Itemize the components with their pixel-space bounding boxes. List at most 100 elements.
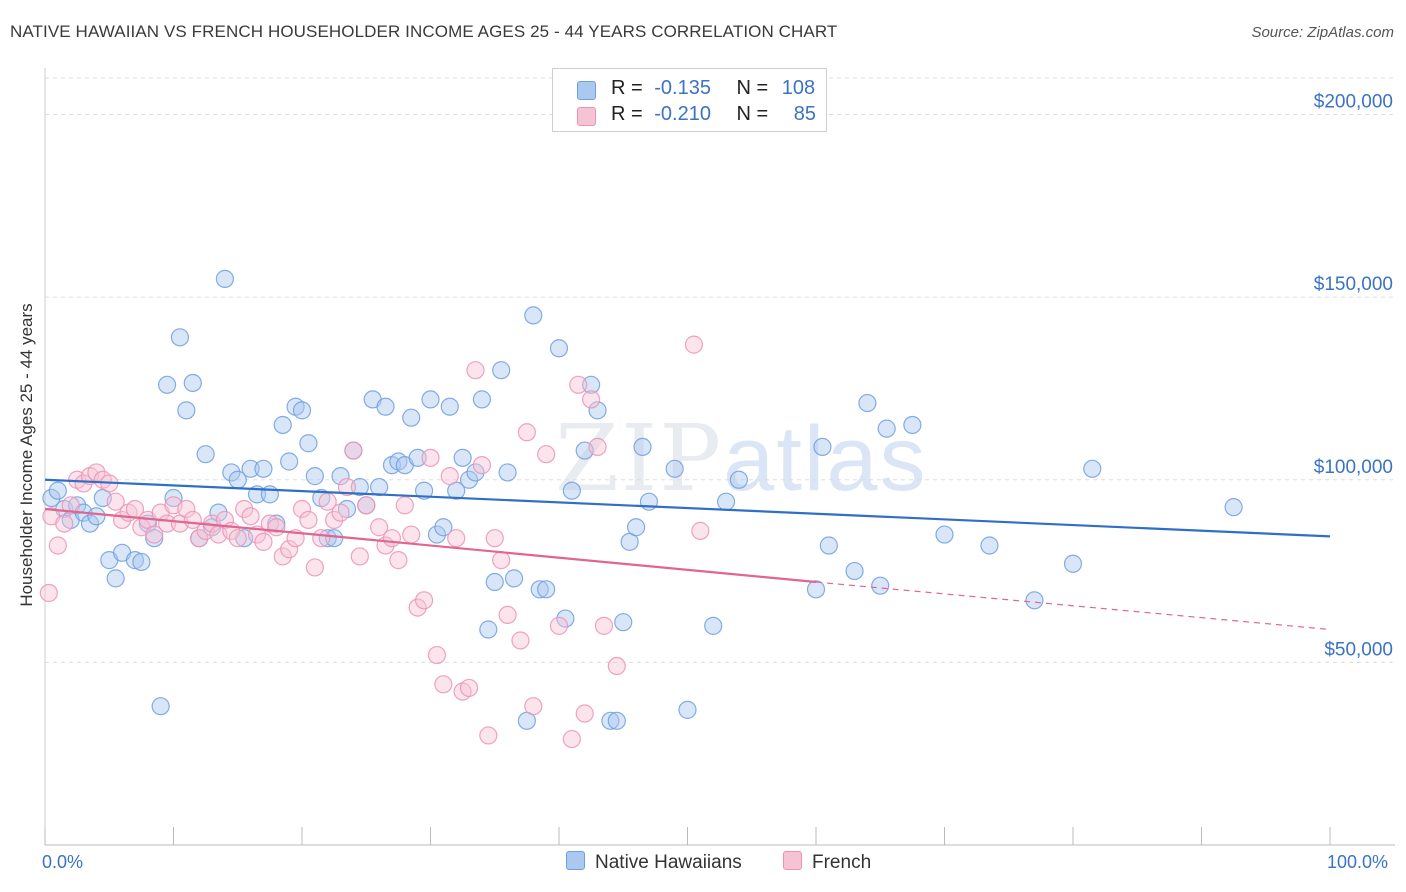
native-hawaiians-point xyxy=(530,580,549,599)
french-point xyxy=(479,726,498,745)
french-point xyxy=(190,529,209,548)
native-hawaiians-point xyxy=(871,576,890,595)
french-point xyxy=(447,529,466,548)
french-point xyxy=(241,507,260,526)
french-point xyxy=(517,423,536,442)
french-point xyxy=(106,492,125,511)
native-hawaiians-point xyxy=(678,700,697,719)
native-hawaiians-point xyxy=(440,397,459,416)
native-hawaiians-point xyxy=(87,507,106,526)
native-hawaiians-point xyxy=(292,401,312,420)
french-point xyxy=(337,477,357,497)
native-hawaiians-point xyxy=(280,452,299,471)
native-hawaiians-point xyxy=(1025,591,1044,610)
french-point xyxy=(569,375,588,394)
native-hawaiians-point xyxy=(1083,459,1102,478)
french-point xyxy=(562,729,581,749)
native-hawaiians-point xyxy=(729,470,749,489)
french-point xyxy=(267,518,286,537)
french-point xyxy=(459,678,479,698)
native-hawaiians-point xyxy=(935,525,954,544)
native-hawaiians-point xyxy=(704,616,723,635)
legend-n-value: 108 xyxy=(781,77,816,99)
native-hawaiians-point xyxy=(376,397,395,416)
x-tick-min: 0.0% xyxy=(42,852,84,872)
french-point xyxy=(331,503,350,522)
native-hawaiians-point xyxy=(241,459,260,478)
y-tick-label: $150,000 xyxy=(1314,274,1393,295)
native-hawaiians-point xyxy=(524,306,543,325)
native-hawaiians-point xyxy=(633,437,652,456)
series-name: French xyxy=(812,852,872,873)
native-hawaiians-point xyxy=(350,477,369,497)
native-hawaiians-point xyxy=(1063,554,1083,573)
native-hawaiians-point xyxy=(453,448,472,467)
native-hawaiians-point xyxy=(980,536,999,555)
native-hawaiians-point xyxy=(819,536,838,555)
correlation-legend: R = -0.135 N = 108 R = -0.210 N = 85 xyxy=(552,68,827,132)
native-hawaiians-point xyxy=(498,463,517,482)
native-hawaiians-point xyxy=(402,408,421,427)
native-hawaiians-point xyxy=(370,477,389,497)
french-point xyxy=(235,499,254,519)
legend-r-label: R = xyxy=(611,77,643,99)
native-hawaiians-point xyxy=(479,620,498,639)
french-point xyxy=(582,390,601,409)
french-point xyxy=(485,529,504,548)
native-hawaiians-point xyxy=(215,269,234,288)
french-point xyxy=(414,591,434,610)
native-hawaiians-point xyxy=(408,448,427,467)
native-hawaiians-point xyxy=(537,580,556,599)
french-point xyxy=(55,514,74,533)
french-point xyxy=(434,675,453,694)
french-point xyxy=(498,605,517,625)
native-hawaiians-point xyxy=(421,390,440,409)
series-legend-native-hawaiians[interactable]: Native Hawaiians xyxy=(566,851,742,874)
legend-r-label: R = xyxy=(611,103,643,125)
y-tick-label: $50,000 xyxy=(1324,639,1393,660)
french-point xyxy=(684,335,704,354)
native-hawaiians-point xyxy=(196,445,215,464)
watermark-accent: atlas xyxy=(723,408,928,510)
native-hawaiians-point xyxy=(556,609,575,628)
series-name: Native Hawaiians xyxy=(595,852,742,873)
native-hawaiians-point xyxy=(331,467,350,486)
native-hawaiians-point xyxy=(716,492,736,511)
french-point xyxy=(280,540,299,559)
native-hawaiians-point xyxy=(492,361,511,380)
french-point xyxy=(312,529,331,548)
french-point xyxy=(402,525,421,544)
native-hawaiians-point xyxy=(601,711,620,730)
native-hawaiians-point xyxy=(254,459,273,478)
french-point xyxy=(537,445,556,464)
native-hawaiians-point xyxy=(222,463,241,482)
series-legend: Native Hawaiians French xyxy=(0,851,1406,877)
y-tick-label: $200,000 xyxy=(1314,92,1393,113)
native-hawaiians-point xyxy=(806,580,826,599)
french-point xyxy=(48,536,67,555)
legend-swatch-pink xyxy=(783,851,802,870)
native-hawaiians-point xyxy=(299,434,318,453)
native-hawaiians-point xyxy=(209,503,228,522)
native-hawaiians-point xyxy=(157,375,177,394)
french-point xyxy=(511,631,530,650)
french-point xyxy=(254,532,273,551)
series-legend-french[interactable]: French xyxy=(783,851,871,874)
french-point xyxy=(472,456,491,475)
legend-n-label: N = xyxy=(736,103,769,125)
french-point xyxy=(74,474,93,493)
french-point xyxy=(466,361,485,380)
native-hawaiians-point xyxy=(549,339,569,358)
native-hawaiians-point xyxy=(427,525,447,544)
native-hawaiians-point xyxy=(665,459,684,478)
native-hawaiians-point xyxy=(48,481,67,500)
native-hawaiians-point xyxy=(504,569,524,588)
french-trendline-extension xyxy=(815,581,1331,631)
native-hawaiians-point xyxy=(68,496,87,515)
native-hawaiians-point xyxy=(607,711,626,730)
legend-swatch-blue xyxy=(577,81,596,100)
chart-title: NATIVE HAWAIIAN VS FRENCH HOUSEHOLDER IN… xyxy=(10,22,838,41)
french-point xyxy=(524,697,543,716)
native-hawaiians-point xyxy=(1224,498,1243,517)
